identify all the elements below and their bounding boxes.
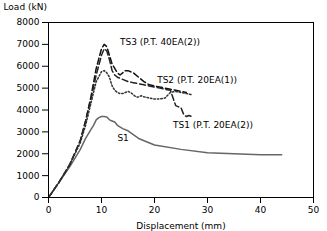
svg-text:TS2 (P.T. 20EA(1)): TS2 (P.T. 20EA(1)) [156,75,237,85]
svg-text:S1: S1 [117,133,128,143]
svg-text:Displacement (mm): Displacement (mm) [136,221,225,231]
svg-text:10: 10 [96,205,108,215]
svg-text:3000: 3000 [17,127,40,137]
svg-text:1000: 1000 [17,171,40,181]
svg-text:2000: 2000 [17,149,40,159]
svg-text:5000: 5000 [17,83,40,93]
svg-text:0: 0 [34,192,40,202]
svg-text:4000: 4000 [17,105,40,115]
svg-text:TS3 (P.T. 40EA(2)): TS3 (P.T. 40EA(2)) [119,37,200,47]
svg-text:40: 40 [255,205,267,215]
svg-text:50: 50 [308,205,320,215]
svg-text:TS1 (P.T. 20EA(2)): TS1 (P.T. 20EA(2)) [172,120,253,130]
svg-text:Load (kN): Load (kN) [4,2,47,12]
svg-text:7000: 7000 [17,39,40,49]
svg-text:20: 20 [149,205,161,215]
svg-text:0: 0 [46,205,52,215]
svg-text:6000: 6000 [17,61,40,71]
svg-text:8000: 8000 [17,17,40,27]
svg-text:30: 30 [202,205,214,215]
